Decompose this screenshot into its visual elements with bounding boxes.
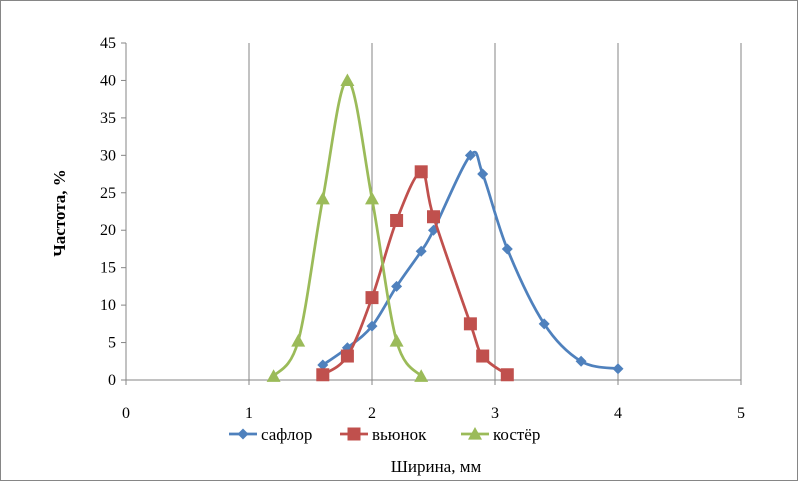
legend-label: костёр: [493, 425, 540, 444]
series-line: [272, 79, 423, 378]
data-point: [463, 317, 477, 331]
legend-label: сафлор: [261, 425, 312, 444]
legend-marker: [468, 427, 482, 440]
series-2: [266, 73, 429, 382]
y-axis-title: Частота, %: [50, 169, 69, 256]
data-point: [317, 359, 329, 371]
y-tick-label: 10: [100, 297, 116, 314]
x-tick-label: 5: [737, 405, 745, 422]
data-point: [612, 363, 624, 375]
legend-label: вьюнок: [372, 425, 427, 444]
x-tick-label: 1: [245, 405, 253, 422]
data-point: [365, 291, 379, 305]
legend-item: вьюнок: [340, 425, 427, 444]
legend-marker: [237, 428, 249, 440]
y-tick-label: 45: [100, 35, 116, 52]
y-tick-label: 20: [100, 222, 116, 239]
series-area: [266, 73, 624, 382]
data-point: [414, 369, 429, 382]
data-point: [464, 149, 476, 161]
data-point: [477, 168, 489, 180]
data-point: [315, 191, 330, 205]
y-tick-label: 30: [100, 147, 116, 164]
data-point: [538, 318, 550, 330]
x-tick-label: 0: [122, 405, 130, 422]
y-tick-label: 15: [100, 260, 116, 277]
y-tick-label: 5: [108, 335, 116, 352]
data-point: [427, 210, 440, 224]
legend: сафлор вьюнок костёр: [229, 425, 540, 444]
data-point: [575, 355, 587, 367]
data-point: [340, 73, 355, 87]
y-tick-label: 40: [100, 72, 116, 89]
x-tick-label: 4: [614, 405, 622, 422]
data-point: [291, 334, 306, 347]
data-point: [390, 213, 404, 227]
data-point: [500, 368, 514, 382]
y-tick-label: 0: [108, 372, 116, 389]
legend-marker: [347, 427, 361, 441]
data-point: [391, 280, 403, 292]
series-line: [322, 150, 619, 371]
data-point: [389, 334, 404, 347]
data-point: [266, 369, 281, 382]
data-point: [501, 243, 513, 255]
y-tick-label: 25: [100, 185, 116, 202]
data-point: [415, 245, 427, 257]
data-point: [414, 165, 428, 179]
data-point: [365, 191, 379, 205]
x-tick-label: 2: [368, 405, 376, 422]
legend-item: сафлор: [229, 425, 312, 444]
y-tick-label: 35: [100, 110, 116, 127]
data-point: [316, 368, 330, 382]
legend-item: костёр: [461, 425, 540, 444]
data-point: [366, 320, 378, 332]
series-1: [316, 165, 514, 382]
series-0: [317, 149, 624, 375]
x-tick-label: 3: [491, 405, 499, 422]
data-point: [340, 349, 354, 363]
data-point: [476, 349, 490, 363]
x-axis-title: Ширина, мм: [391, 457, 482, 476]
